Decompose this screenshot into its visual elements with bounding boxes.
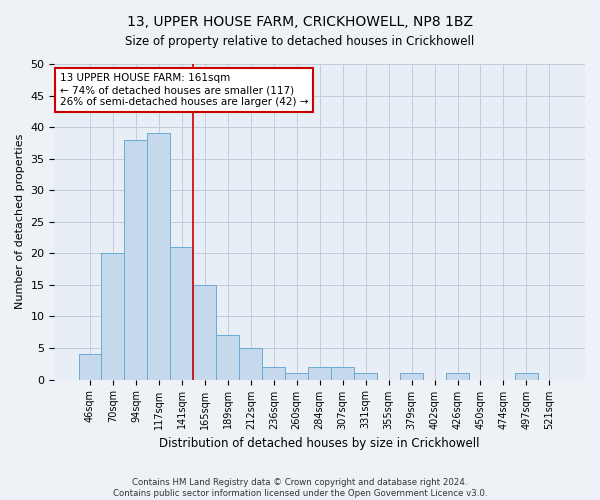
Text: 13 UPPER HOUSE FARM: 161sqm
← 74% of detached houses are smaller (117)
26% of se: 13 UPPER HOUSE FARM: 161sqm ← 74% of det… [60,74,308,106]
Text: 13, UPPER HOUSE FARM, CRICKHOWELL, NP8 1BZ: 13, UPPER HOUSE FARM, CRICKHOWELL, NP8 1… [127,15,473,29]
Bar [79,354,101,380]
Bar [170,247,193,380]
Bar [285,374,308,380]
Bar [193,285,217,380]
Bar [331,367,354,380]
Bar [124,140,148,380]
Bar [354,374,377,380]
Bar [239,348,262,380]
Bar [262,367,285,380]
Bar [101,254,124,380]
Y-axis label: Number of detached properties: Number of detached properties [15,134,25,310]
Bar [446,374,469,380]
Bar [148,134,170,380]
Bar [217,336,239,380]
Bar [400,374,423,380]
X-axis label: Distribution of detached houses by size in Crickhowell: Distribution of detached houses by size … [160,437,480,450]
Text: Size of property relative to detached houses in Crickhowell: Size of property relative to detached ho… [125,35,475,48]
Bar [308,367,331,380]
Text: Contains HM Land Registry data © Crown copyright and database right 2024.
Contai: Contains HM Land Registry data © Crown c… [113,478,487,498]
Bar [515,374,538,380]
